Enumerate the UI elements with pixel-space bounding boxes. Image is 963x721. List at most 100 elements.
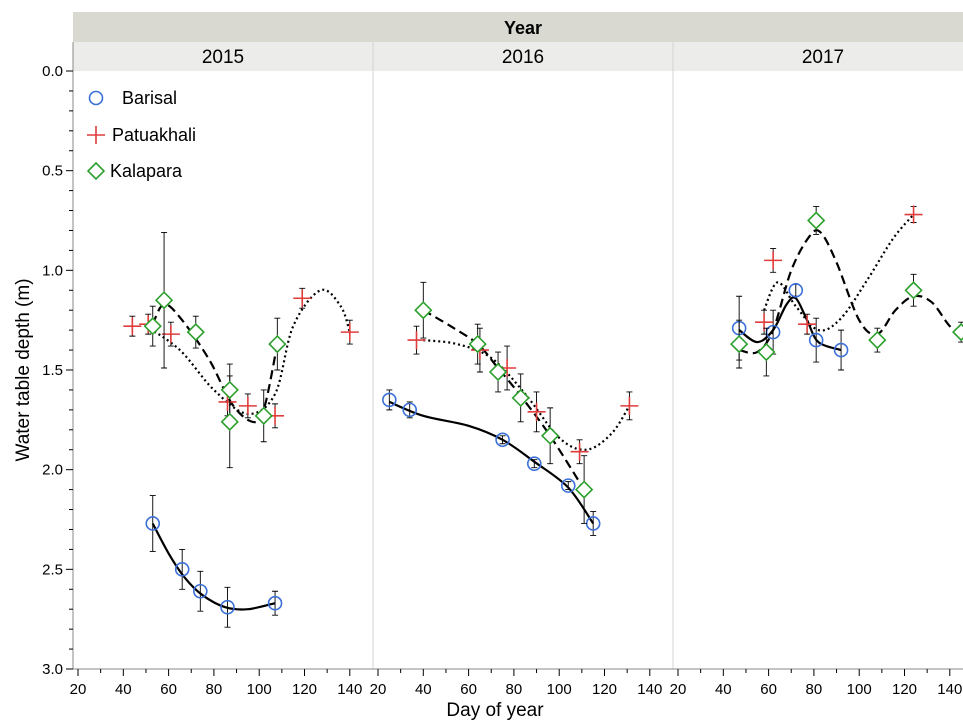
data-point-barisal (145, 516, 161, 531)
data-point-barisal (220, 599, 235, 615)
x-tick-label: 20 (70, 681, 87, 698)
data-point-patuakhali (293, 289, 312, 308)
data-point-kalapara (730, 334, 749, 354)
facet-header-title: Year (504, 18, 542, 38)
trend-curve-patuakhali (145, 288, 351, 416)
x-tick-label: 60 (760, 681, 777, 698)
y-tick-label: 1.5 (42, 362, 63, 379)
panel-header-band (73, 42, 963, 71)
x-tick-label: 20 (370, 681, 387, 698)
data-point-kalapara (488, 362, 508, 382)
data-point-kalapara (807, 211, 826, 230)
data-point-barisal (495, 432, 510, 448)
x-tick-label: 120 (892, 681, 917, 698)
error-bar (272, 590, 279, 616)
data-point-kalapara (541, 426, 560, 445)
data-point-patuakhali (764, 251, 783, 270)
x-tick-label: 140 (337, 681, 362, 698)
data-point-kalapara (904, 281, 923, 300)
x-tick-label: 120 (292, 681, 317, 698)
y-tick-label: 1.0 (42, 262, 63, 279)
y-axis-title: Water table depth (m) (13, 278, 34, 461)
panel-header-label: 2017 (802, 47, 844, 68)
data-point-patuakhali (123, 317, 142, 336)
x-tick-label: 120 (592, 681, 617, 698)
data-point-kalapara (511, 388, 530, 408)
x-tick-label: 80 (506, 681, 523, 698)
data-point-kalapara (757, 342, 776, 362)
error-bar (224, 586, 231, 628)
x-tick-label: 60 (160, 681, 177, 698)
data-point-patuakhali (527, 402, 546, 421)
data-point-barisal (193, 583, 208, 599)
x-tick-label: 100 (247, 681, 272, 698)
trend-curve-barisal (151, 522, 276, 611)
x-tick-label: 40 (715, 681, 732, 698)
data-point-kalapara (574, 480, 594, 499)
data-point-barisal (560, 478, 576, 493)
data-point-barisal (402, 402, 418, 418)
data-point-kalapara (154, 291, 174, 310)
legend-marker-patuakhali (87, 126, 105, 144)
error-bar (565, 481, 572, 491)
data-point-kalapara (186, 322, 205, 342)
x-tick-label: 80 (806, 681, 823, 698)
data-point-kalapara (951, 322, 963, 342)
error-bar (149, 495, 156, 552)
data-point-kalapara (468, 334, 487, 354)
panel-2015 (123, 232, 359, 628)
legend-label-kalapara: Kalapara (110, 161, 183, 181)
error-bar (179, 548, 186, 590)
x-tick-label: 100 (547, 681, 572, 698)
data-point-patuakhali (238, 396, 257, 415)
data-point-kalapara (868, 330, 887, 350)
data-point-patuakhali (904, 205, 923, 224)
y-axis: 0.0 0.5 1.0 1.5 2.0 2.5 3.0 (42, 42, 74, 678)
legend-label-barisal: Barisal (122, 88, 177, 108)
legend-marker-barisal (88, 90, 104, 106)
data-point-patuakhali (798, 315, 817, 334)
data-point-barisal (808, 332, 824, 348)
data-point-kalapara (414, 301, 433, 320)
facet-header-band (73, 12, 963, 42)
data-point-kalapara (143, 317, 162, 336)
data-point-patuakhali (407, 331, 426, 350)
x-tick-label: 140 (637, 681, 662, 698)
data-point-patuakhali (620, 396, 639, 415)
data-point-patuakhali (161, 325, 180, 344)
trend-curve-barisal (738, 296, 842, 352)
x-tick-label: 80 (206, 681, 223, 698)
x-axis: 20 40 60 80 100 120 140 20 40 60 80 100 120 140 20 40 60… (70, 668, 963, 698)
trend-curve-kalapara (422, 309, 586, 491)
panel-header-label: 2016 (502, 47, 544, 68)
data-point-barisal (526, 456, 542, 471)
data-point-kalapara (220, 380, 239, 400)
x-axis-title: Day of year (446, 700, 544, 721)
y-tick-label: 3.0 (42, 661, 63, 678)
panel-2016 (382, 281, 639, 536)
data-point-barisal (788, 282, 804, 298)
data-point-kalapara (268, 334, 287, 354)
data-point-barisal (267, 595, 283, 611)
y-tick-label: 0.0 (42, 63, 63, 80)
error-bar (813, 317, 820, 363)
legend-marker-kalapara (86, 161, 106, 181)
panel-headers: 2015 2016 2017 (202, 47, 844, 68)
data-point-patuakhali (570, 442, 589, 461)
error-bar (406, 401, 413, 419)
trend-curve-barisal (388, 400, 595, 525)
x-tick-label: 60 (460, 681, 477, 698)
data-point-kalapara (254, 406, 273, 425)
y-tick-label: 2.5 (42, 561, 63, 578)
x-tick-label: 40 (115, 681, 132, 698)
legend: Barisal Patuakhali Kalapara (86, 88, 196, 181)
x-tick-label: 20 (670, 681, 687, 698)
data-point-barisal (833, 342, 849, 358)
panel-header-label: 2015 (202, 47, 244, 68)
y-tick-label: 0.5 (42, 163, 63, 180)
error-bar (531, 459, 538, 469)
error-bar (792, 283, 799, 297)
data-point-barisal (174, 562, 190, 577)
